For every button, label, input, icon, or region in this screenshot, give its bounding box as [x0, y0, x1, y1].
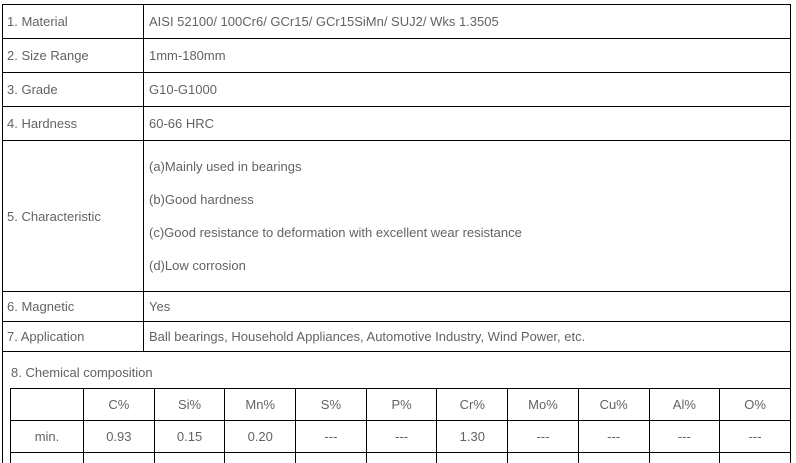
chemical-value-cell: 0.20: [224, 420, 297, 453]
chemical-value-cell: ---: [577, 420, 650, 453]
chemical-column-header: Mo%: [507, 388, 579, 421]
chemical-table: C% Si% Mn% S% P% Cr% Mo% Cu% Al% O%: [10, 388, 791, 463]
chemical-value-cell: ---: [295, 420, 367, 453]
chemical-column-header: P%: [365, 388, 438, 421]
characteristic-item: (d)Low corrosion: [149, 258, 246, 273]
chemical-value-cell: 0.35: [153, 452, 226, 463]
table-row-grade: 3. Grade G10-G1000: [2, 72, 791, 107]
chemical-column-header: C%: [83, 388, 155, 421]
row-value-hardness: 60-66 HRC: [143, 106, 791, 141]
chemical-value-cell: 0.45: [224, 452, 297, 463]
chemical-value-cell: 0.3: [577, 452, 650, 463]
row-label-material: 1. Material: [2, 4, 144, 39]
chemical-column-header: Al%: [648, 388, 721, 421]
row-label-size-range: 2. Size Range: [2, 38, 144, 73]
row-label-magnetic: 6. Magnetic: [2, 291, 144, 322]
chemical-value-cell: 0.05: [648, 452, 721, 463]
chemical-value-cell: 0.03: [365, 452, 438, 463]
chemical-row-name: min.: [10, 420, 84, 453]
row-value-grade: G10-G1000: [143, 72, 791, 107]
chemical-value-cell: ---: [507, 420, 579, 453]
characteristic-item: (b)Good hardness: [149, 192, 254, 207]
table-row-chemical-composition: 8. Chemical composition C% Si% Mn% S%: [2, 351, 791, 463]
table-row-size-range: 2. Size Range 1mm-180mm: [2, 38, 791, 73]
characteristic-item: (a)Mainly used in bearings: [149, 159, 302, 174]
chemical-value-cell: 0.0015: [719, 452, 791, 463]
chemical-section-label: 8. Chemical composition: [11, 365, 153, 380]
chemical-column-header: S%: [295, 388, 367, 421]
characteristic-item: (c)Good resistance to deformation with e…: [149, 225, 522, 240]
row-value-application: Ball bearings, Household Appliances, Aut…: [143, 321, 791, 352]
chemical-value-cell: 1.30: [436, 420, 509, 453]
chemical-column-header: O%: [719, 388, 791, 421]
table-row-characteristic: 5. Characteristic (a)Mainly used in bear…: [2, 140, 791, 292]
chemical-value-cell: 0.93: [83, 420, 155, 453]
table-row-material: 1. Material AISI 52100/ 100Cr6/ GCr15/ G…: [2, 4, 791, 39]
chemical-header-row: C% Si% Mn% S% P% Cr% Mo% Cu% Al% O%: [10, 388, 791, 421]
chemical-composition-cell: 8. Chemical composition C% Si% Mn% S%: [2, 351, 791, 463]
chemical-row-max: max. 1.10 0.35 0.45 0.025 0.03 1.65 0.1 …: [10, 452, 791, 463]
chemical-value-cell: 1.10: [83, 452, 155, 463]
chemical-corner-cell: [10, 388, 84, 421]
row-label-application: 7. Application: [2, 321, 144, 352]
chemical-value-cell: ---: [365, 420, 438, 453]
chemical-row-name: max.: [10, 452, 84, 463]
table-row-hardness: 4. Hardness 60-66 HRC: [2, 106, 791, 141]
chemical-row-min: min. 0.93 0.15 0.20 --- --- 1.30 --- ---…: [10, 420, 791, 453]
chemical-value-cell: ---: [648, 420, 721, 453]
row-label-grade: 3. Grade: [2, 72, 144, 107]
row-label-characteristic: 5. Characteristic: [2, 140, 144, 292]
spec-table: 1. Material AISI 52100/ 100Cr6/ GCr15/ G…: [2, 4, 791, 463]
row-value-material: AISI 52100/ 100Cr6/ GCr15/ GCr15SiMn/ SU…: [143, 4, 791, 39]
table-row-application: 7. Application Ball bearings, Household …: [2, 321, 791, 352]
row-value-characteristic: (a)Mainly used in bearings (b)Good hardn…: [143, 140, 791, 292]
chemical-value-cell: ---: [719, 420, 791, 453]
chemical-column-header: Mn%: [224, 388, 297, 421]
row-value-size-range: 1mm-180mm: [143, 38, 791, 73]
chemical-column-header: Cu%: [577, 388, 650, 421]
chemical-column-header: Si%: [153, 388, 226, 421]
chemical-column-header: Cr%: [436, 388, 509, 421]
chemical-value-cell: 0.025: [295, 452, 367, 463]
row-label-hardness: 4. Hardness: [2, 106, 144, 141]
row-value-magnetic: Yes: [143, 291, 791, 322]
chemical-value-cell: 1.65: [436, 452, 509, 463]
chemical-value-cell: 0.1: [507, 452, 579, 463]
chemical-value-cell: 0.15: [153, 420, 226, 453]
table-row-magnetic: 6. Magnetic Yes: [2, 291, 791, 322]
